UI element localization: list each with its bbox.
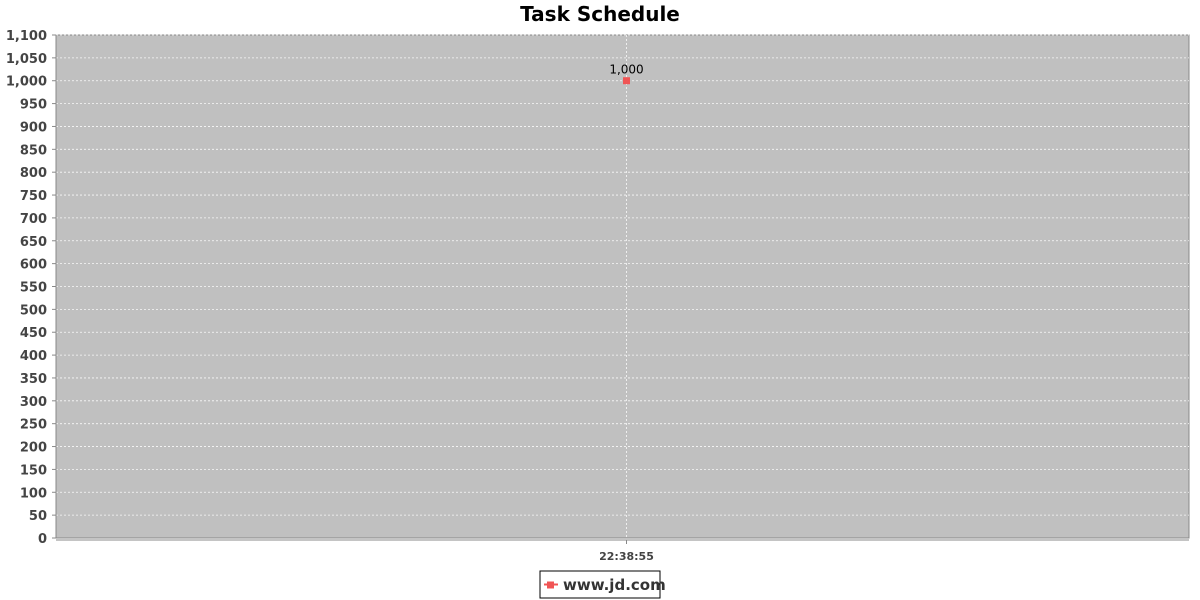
y-tick-label: 600	[20, 258, 47, 273]
y-tick-label: 200	[20, 441, 47, 456]
y-tick-label: 900	[20, 120, 47, 135]
y-tick-label: 50	[29, 509, 47, 524]
y-tick-label: 450	[20, 326, 47, 341]
y-tick-label: 0	[38, 532, 47, 547]
data-point	[623, 77, 630, 85]
y-tick-label: 850	[20, 143, 47, 158]
y-tick-label: 800	[20, 166, 47, 181]
y-tick-label: 950	[20, 98, 47, 113]
legend-box	[539, 570, 661, 599]
legend-label: www.jd.com	[563, 576, 666, 594]
data-label: 1,000	[609, 63, 643, 77]
plot-area: 0 50 100 150 200 250 300 350 400 450 500 550 600 650 7…	[6, 29, 1190, 563]
y-tick-label: 500	[20, 303, 47, 318]
x-tick-label: 22:38:55	[599, 550, 654, 563]
y-tick-label: 650	[20, 235, 47, 250]
legend-marker-swatch	[547, 581, 554, 589]
y-tick-label: 1,100	[6, 29, 47, 44]
y-tick-label: 100	[20, 486, 47, 501]
y-tick-label: 750	[20, 189, 47, 204]
y-tick-label: 150	[20, 463, 47, 478]
y-tick-label: 350	[20, 372, 47, 387]
y-tick-label: 1,050	[6, 52, 47, 67]
y-tick-label: 250	[20, 418, 47, 433]
y-tick-label: 700	[20, 212, 47, 227]
chart-title: Task Schedule	[520, 2, 680, 26]
y-tick-label: 550	[20, 281, 47, 296]
legend: www.jd.com	[539, 570, 666, 599]
y-tick-label: 300	[20, 395, 47, 410]
y-tick-label: 400	[20, 349, 47, 364]
y-tick-label: 1,000	[6, 75, 47, 90]
